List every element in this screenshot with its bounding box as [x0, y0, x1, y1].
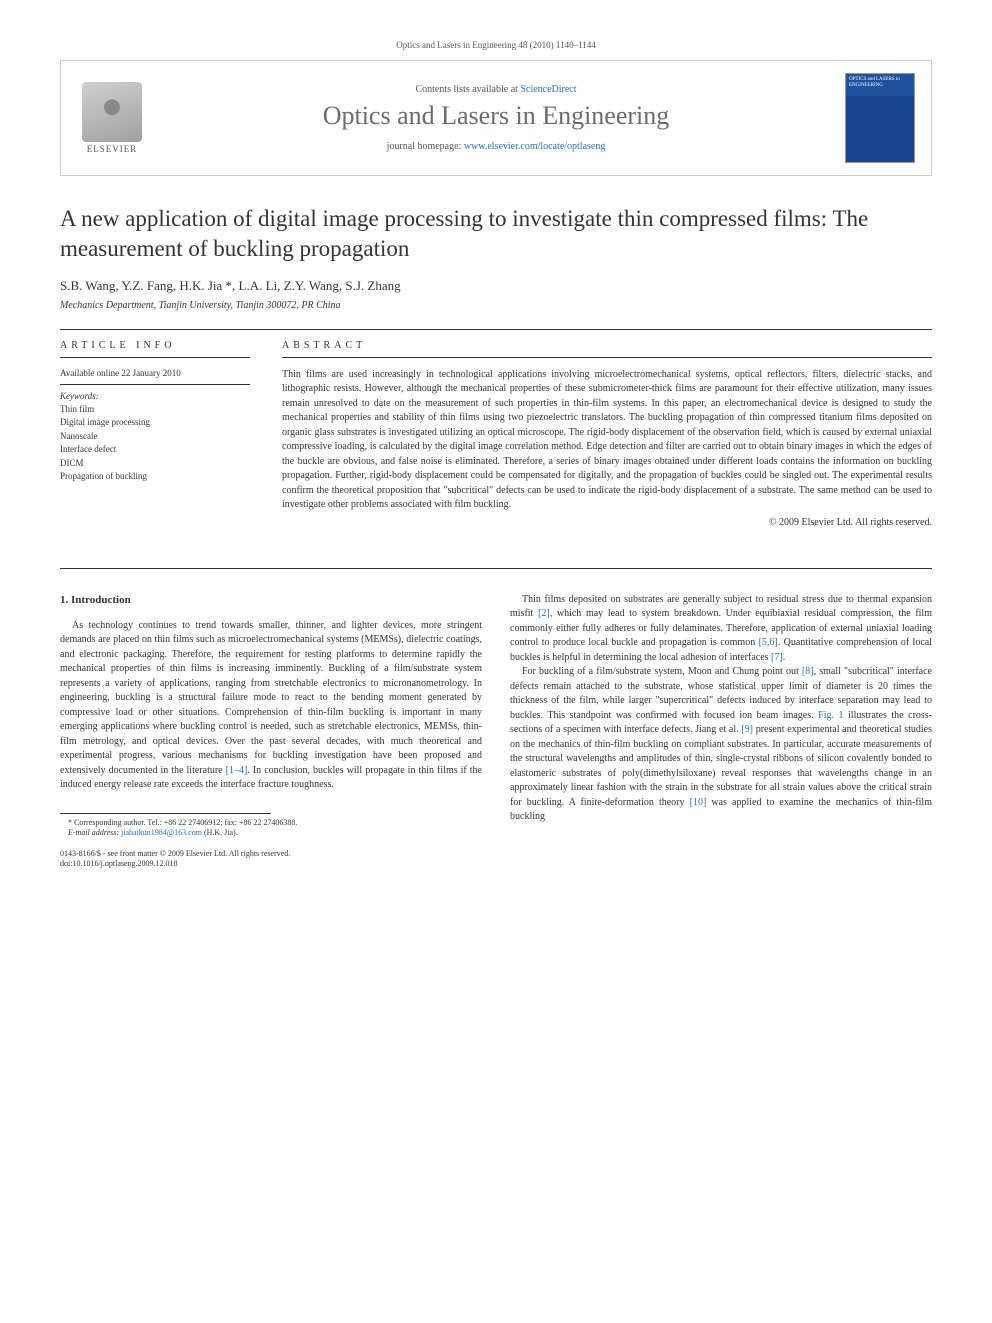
cover-title: OPTICS and LASERS in ENGINEERING [849, 77, 911, 88]
citation-ref[interactable]: [8] [802, 666, 814, 677]
body-paragraph: For buckling of a film/substrate system,… [510, 665, 932, 825]
keyword-item: Nanoscale [60, 430, 250, 444]
body-columns: 1. Introduction As technology continues … [60, 593, 932, 870]
email-footnote: E-mail address: jiahaikun1984@163.com (H… [60, 828, 482, 838]
publisher-name: ELSEVIER [87, 144, 138, 154]
citation-ref[interactable]: [2] [538, 608, 550, 619]
homepage-prefix: journal homepage: [387, 141, 464, 152]
contents-line: Contents lists available at ScienceDirec… [163, 84, 829, 95]
elsevier-tree-icon [82, 82, 142, 142]
email-suffix: (H.K. Jia). [202, 828, 238, 837]
journal-cover-thumbnail: OPTICS and LASERS in ENGINEERING [845, 73, 915, 163]
section-title: Introduction [71, 594, 131, 606]
keyword-item: DICM [60, 457, 250, 471]
citation-ref[interactable]: [10] [690, 797, 707, 808]
section-number: 1. [60, 594, 68, 606]
abstract-block: ABSTRACT Thin films are used increasingl… [282, 340, 932, 528]
footnote-separator [60, 813, 271, 814]
body-paragraph: As technology continues to trend towards… [60, 619, 482, 793]
authors-list: S.B. Wang, Y.Z. Fang, H.K. Jia *, L.A. L… [60, 278, 932, 294]
column-left: 1. Introduction As technology continues … [60, 593, 482, 870]
body-paragraph: Thin films deposited on substrates are g… [510, 593, 932, 666]
citation-ref[interactable]: [5,6] [759, 637, 778, 648]
masthead-center: Contents lists available at ScienceDirec… [163, 84, 829, 152]
text-run: . [783, 652, 786, 663]
abstract-heading: ABSTRACT [282, 340, 932, 358]
abstract-copyright: © 2009 Elsevier Ltd. All rights reserved… [282, 517, 932, 528]
keywords-label: Keywords: [60, 391, 250, 401]
column-right: Thin films deposited on substrates are g… [510, 593, 932, 870]
section-heading: 1. Introduction [60, 593, 482, 609]
text-run: For buckling of a film/substrate system,… [522, 666, 802, 677]
citation-ref[interactable]: [7] [771, 652, 783, 663]
sciencedirect-link[interactable]: ScienceDirect [520, 84, 576, 95]
elsevier-logo: ELSEVIER [77, 78, 147, 158]
page-root: Optics and Lasers in Engineering 48 (201… [0, 0, 992, 909]
citation-ref[interactable]: [9] [741, 724, 753, 735]
front-matter-line: 0143-8166/$ - see front matter © 2009 El… [60, 849, 482, 859]
keyword-item: Thin film [60, 403, 250, 417]
keyword-item: Propagation of buckling [60, 470, 250, 484]
email-link[interactable]: jiahaikun1984@163.com [121, 828, 202, 837]
doi-line: doi:10.1016/j.optlaseng.2009.12.018 [60, 859, 482, 869]
affiliation: Mechanics Department, Tianjin University… [60, 300, 932, 311]
figure-ref[interactable]: Fig. 1 [818, 710, 843, 721]
text-run: As technology continues to trend towards… [60, 620, 482, 776]
corresponding-author-footnote: * Corresponding author. Tel.: +86 22 274… [60, 818, 482, 828]
doi-block: 0143-8166/$ - see front matter © 2009 El… [60, 849, 482, 870]
info-abstract-row: ARTICLE INFO Available online 22 January… [60, 329, 932, 528]
abstract-text: Thin films are used increasingly in tech… [282, 368, 932, 513]
email-label: E-mail address: [68, 828, 121, 837]
article-title: A new application of digital image proce… [60, 204, 932, 264]
article-info-heading: ARTICLE INFO [60, 340, 250, 358]
section-divider [60, 568, 932, 569]
citation-ref[interactable]: [1–4] [226, 765, 248, 776]
contents-prefix: Contents lists available at [415, 84, 520, 95]
journal-name: Optics and Lasers in Engineering [163, 101, 829, 131]
citation-header: Optics and Lasers in Engineering 48 (201… [60, 40, 932, 50]
homepage-line: journal homepage: www.elsevier.com/locat… [163, 141, 829, 152]
article-info-block: ARTICLE INFO Available online 22 January… [60, 340, 250, 528]
homepage-link[interactable]: www.elsevier.com/locate/optlaseng [464, 141, 606, 152]
available-online: Available online 22 January 2010 [60, 368, 250, 385]
masthead: ELSEVIER Contents lists available at Sci… [60, 60, 932, 176]
keyword-item: Interface defect [60, 443, 250, 457]
keyword-item: Digital image processing [60, 416, 250, 430]
text-run: present experimental and theoretical stu… [510, 724, 932, 808]
